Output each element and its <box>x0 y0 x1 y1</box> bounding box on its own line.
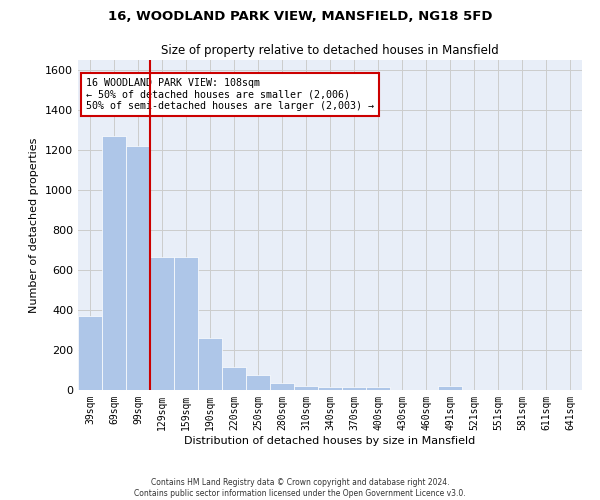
Bar <box>294 386 318 390</box>
Bar <box>270 383 294 390</box>
Bar <box>174 257 198 390</box>
Bar <box>198 338 222 390</box>
Title: Size of property relative to detached houses in Mansfield: Size of property relative to detached ho… <box>161 44 499 58</box>
Text: 16, WOODLAND PARK VIEW, MANSFIELD, NG18 5FD: 16, WOODLAND PARK VIEW, MANSFIELD, NG18 … <box>108 10 492 23</box>
Bar <box>246 375 270 390</box>
Bar <box>318 387 342 390</box>
Bar <box>102 136 126 390</box>
X-axis label: Distribution of detached houses by size in Mansfield: Distribution of detached houses by size … <box>184 436 476 446</box>
Bar <box>438 386 462 390</box>
Bar <box>342 387 366 390</box>
Bar <box>366 387 390 390</box>
Bar <box>78 316 102 390</box>
Y-axis label: Number of detached properties: Number of detached properties <box>29 138 40 312</box>
Bar <box>126 146 150 390</box>
Text: 16 WOODLAND PARK VIEW: 108sqm
← 50% of detached houses are smaller (2,006)
50% o: 16 WOODLAND PARK VIEW: 108sqm ← 50% of d… <box>86 78 374 112</box>
Bar <box>150 257 174 390</box>
Text: Contains HM Land Registry data © Crown copyright and database right 2024.
Contai: Contains HM Land Registry data © Crown c… <box>134 478 466 498</box>
Bar <box>222 367 246 390</box>
